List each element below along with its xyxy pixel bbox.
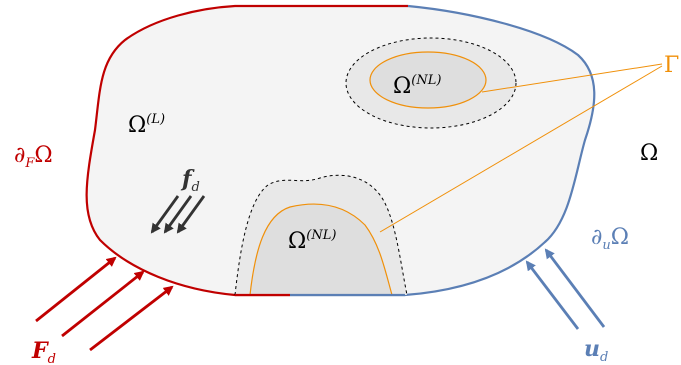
body-force-arrow-1 bbox=[150, 195, 180, 234]
omega-nonlinear-bottom-label: Ω(NL) bbox=[288, 228, 336, 254]
traction-arrow-1 bbox=[35, 256, 117, 323]
nl-region-bottom bbox=[250, 204, 392, 295]
dirichlet-boundary bbox=[290, 4, 596, 297]
omega-nonlinear-top-label: Ω(NL) bbox=[393, 73, 441, 99]
traction-arrow-2 bbox=[61, 270, 145, 338]
displacement-arrow-2 bbox=[544, 248, 606, 328]
body-force-label: fd bbox=[180, 166, 200, 195]
neumann-boundary bbox=[85, 4, 408, 297]
traction-arrow-3 bbox=[89, 285, 174, 352]
body-force-arrow-2 bbox=[163, 195, 193, 234]
displacement-label: ud bbox=[584, 336, 608, 365]
dirichlet-boundary-label: ∂uΩ bbox=[591, 225, 629, 253]
displacement-arrow-1 bbox=[525, 260, 580, 330]
nl-region-top bbox=[369, 51, 487, 109]
gamma-leader-bottom bbox=[379, 65, 663, 233]
gamma-leader-top bbox=[481, 63, 663, 93]
body-force-arrow-3 bbox=[176, 195, 206, 234]
nl-region-bottom-interface bbox=[249, 203, 393, 296]
omega-label: Ω bbox=[640, 141, 658, 166]
gamma-label: Γ bbox=[664, 53, 679, 78]
nl-region-bottom-buffer-edge bbox=[234, 174, 408, 296]
traction-label: Fd bbox=[31, 338, 56, 365]
neumann-boundary-label: ∂FΩ bbox=[14, 143, 53, 171]
omega-linear-label: Ω(L) bbox=[128, 112, 165, 138]
